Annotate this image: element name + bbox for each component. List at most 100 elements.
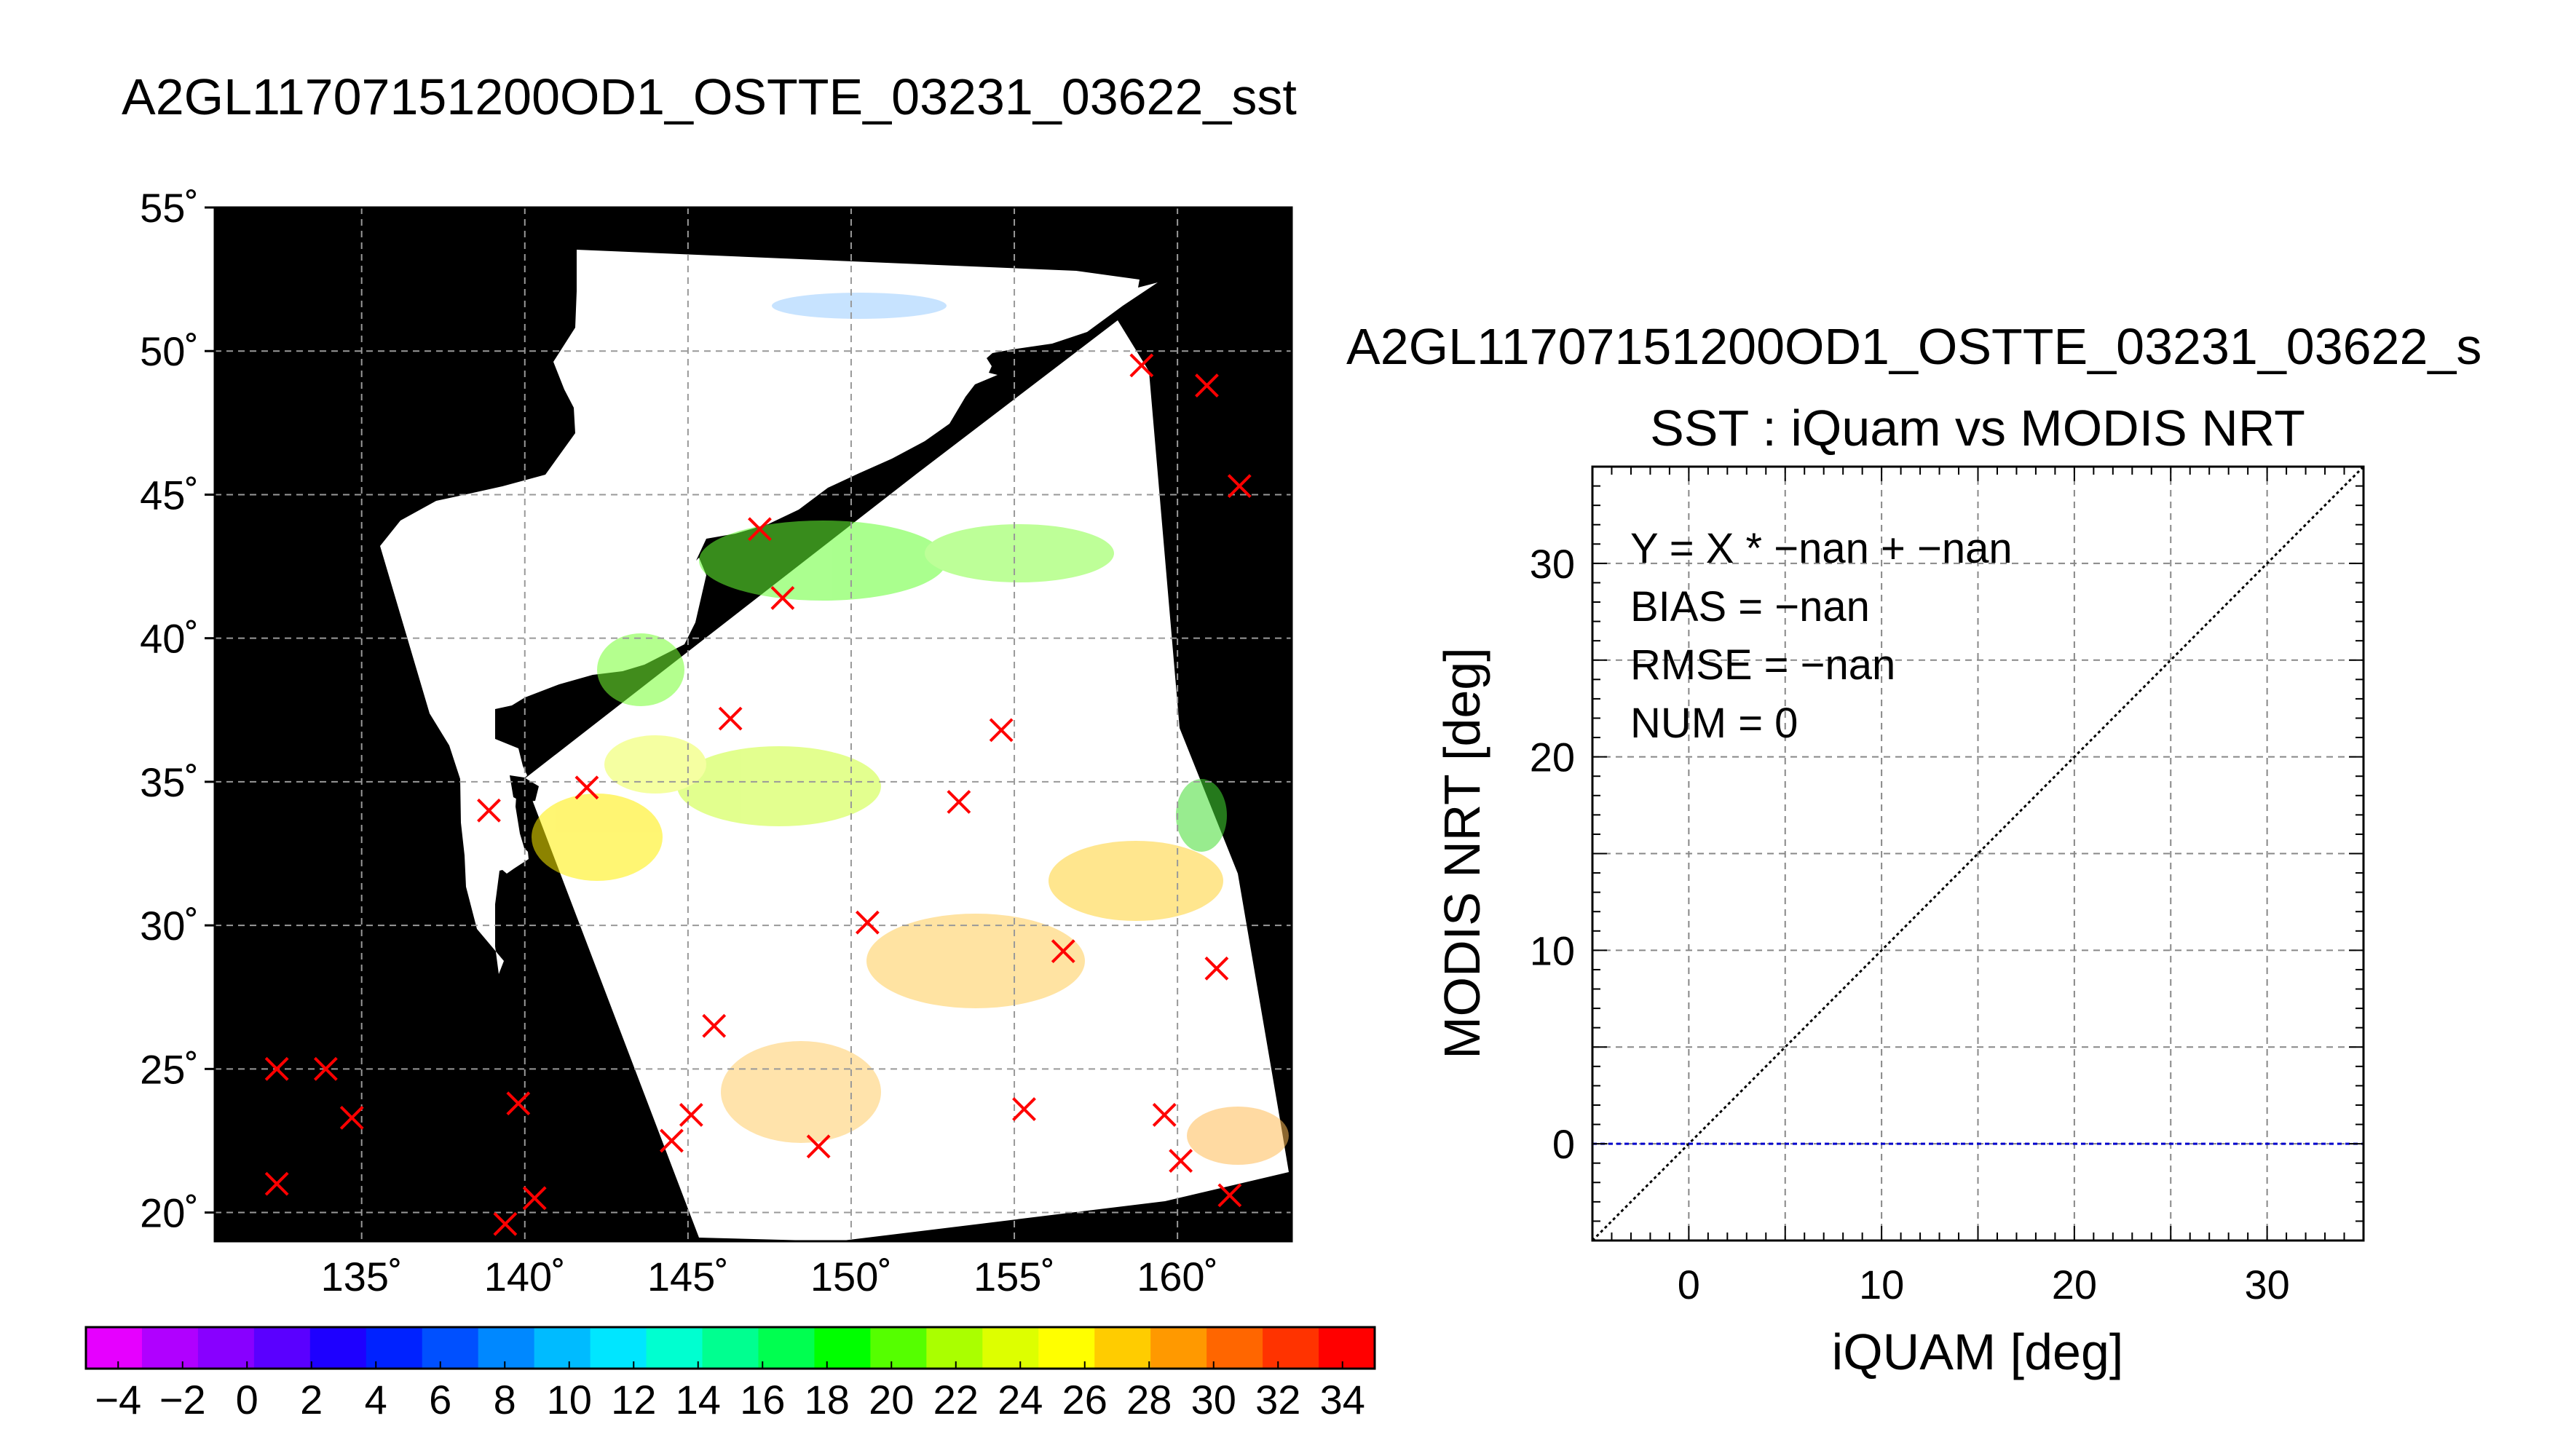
scatter-stat-1: BIAS = −nan (1630, 583, 1870, 630)
map-marker-10 (679, 1103, 703, 1127)
map-marker-21 (1152, 1103, 1177, 1127)
map-lat-label-55: 55˚ (140, 185, 199, 231)
sst-patch-green-northeast (925, 524, 1114, 582)
map-marker-17 (947, 790, 971, 814)
map-markers (264, 353, 1252, 1236)
colorbar-label-14: 24 (998, 1377, 1043, 1423)
colorbar-cell-7 (478, 1327, 535, 1369)
map-lon-label-145: 145˚ (647, 1254, 729, 1299)
map-marker-15 (770, 586, 795, 610)
map-marker-20 (1012, 1097, 1036, 1121)
map-marker-22 (1169, 1149, 1193, 1173)
map-marker-19 (1051, 939, 1075, 964)
scatter-ytick-label-0: 0 (1552, 1121, 1575, 1167)
scatter-xtick-label-30: 30 (2244, 1262, 2289, 1307)
colorbar-label-0: −4 (95, 1377, 141, 1423)
map-marker-25 (1129, 353, 1154, 378)
sst-patch-green-coast (597, 633, 684, 706)
colorbar-cell-15 (926, 1327, 983, 1369)
sst-patch-orange-south (721, 1041, 881, 1143)
map-marker-5 (493, 1211, 518, 1236)
sst-patch-orange-east (1049, 841, 1223, 921)
colorbar-cells (86, 1327, 1375, 1369)
colorbar-label-2: 0 (236, 1377, 258, 1423)
map-marker-27 (1227, 474, 1252, 499)
colorbar-cell-12 (758, 1327, 815, 1369)
scatter-tick-labels: 0 10 20 30 0 10 20 30 (1530, 541, 2290, 1307)
colorbar-cell-16 (982, 1327, 1039, 1369)
colorbar-cell-3 (253, 1327, 311, 1369)
colorbar-tick-labels: −4 −2 0 2 4 6 8 10 12 14 16 18 20 22 24 26 28 30 32 34 (95, 1361, 1365, 1423)
map-lon-label-155: 155˚ (974, 1254, 1055, 1299)
colorbar-label-15: 26 (1062, 1377, 1107, 1423)
colorbar-label-7: 10 (547, 1377, 592, 1423)
colorbar-cell-2 (197, 1327, 255, 1369)
map-lon-label-160: 160˚ (1137, 1254, 1218, 1299)
colorbar-label-11: 18 (805, 1377, 850, 1423)
map-grid (215, 207, 1292, 1241)
colorbar-cell-8 (534, 1327, 591, 1369)
map-marker-14 (718, 706, 743, 731)
scatter-stat-2: RMSE = −nan (1630, 641, 1895, 689)
scatter-xlabel: iQUAM [deg] (1832, 1324, 2124, 1380)
sst-patch-green-north (699, 521, 947, 601)
scatter-panel: A2GL11707151200OD1_OSTTE_03231_03622_s S… (1346, 318, 2481, 1380)
map-lat-label-30: 30˚ (140, 903, 199, 949)
map-title: A2GL11707151200OD1_OSTTE_03231_03622_sst (122, 68, 1297, 125)
colorbar-label-6: 8 (494, 1377, 516, 1423)
map-marker-18 (989, 718, 1014, 743)
map-marker-23 (1217, 1183, 1242, 1208)
scatter-xtick-label-0: 0 (1678, 1262, 1700, 1307)
colorbar-cell-9 (590, 1327, 647, 1369)
scatter-ytick-label-10: 10 (1530, 927, 1575, 973)
sst-retrieval-patches (532, 293, 1289, 1165)
map-lat-label-40: 40˚ (140, 616, 199, 662)
colorbar-cell-13 (814, 1327, 871, 1369)
colorbar-label-5: 6 (429, 1377, 451, 1423)
scatter-subtitle: SST : iQuam vs MODIS NRT (1650, 400, 2305, 456)
colorbar-cell-0 (86, 1327, 143, 1369)
map-marker-16 (748, 517, 772, 542)
sst-patch-yellow-inner (604, 735, 706, 794)
map-marker-0 (264, 1056, 289, 1081)
scatter-ytick-label-30: 30 (1530, 541, 1575, 587)
map-marker-12 (806, 1134, 831, 1159)
colorbar-cell-20 (1207, 1327, 1263, 1369)
map-frame (213, 206, 1293, 1243)
colorbar-label-1: −2 (159, 1377, 206, 1423)
map-lat-label-20: 20˚ (140, 1190, 199, 1236)
scatter-xtick-label-10: 10 (1859, 1262, 1904, 1307)
map-marker-11 (660, 1128, 684, 1153)
map-lat-label-35: 35˚ (140, 759, 199, 805)
map-marker-2 (339, 1105, 364, 1130)
scatter-reference-lines (1592, 467, 2364, 1241)
colorbar-label-13: 22 (933, 1377, 979, 1423)
sst-patch-orange-southeast (1187, 1107, 1289, 1165)
scatter-stat-3: NUM = 0 (1630, 700, 1798, 747)
colorbar-label-19: 34 (1320, 1377, 1365, 1423)
scatter-one-to-one-line (1592, 467, 2364, 1241)
sst-patch-blue-north (772, 293, 947, 319)
colorbar-label-3: 2 (300, 1377, 323, 1423)
map-marker-9 (702, 1013, 727, 1038)
colorbar-cell-1 (141, 1327, 199, 1369)
colorbar-cell-11 (702, 1327, 759, 1369)
colorbar-cell-17 (1038, 1327, 1095, 1369)
colorbar-label-9: 14 (676, 1377, 721, 1423)
colorbar-label-16: 28 (1126, 1377, 1172, 1423)
colorbar-cell-5 (366, 1327, 423, 1369)
scatter-ytick-label-20: 20 (1530, 735, 1575, 780)
colorbar-cell-19 (1150, 1327, 1207, 1369)
sst-patch-orange-central (866, 914, 1085, 1008)
colorbar-label-4: 4 (365, 1377, 387, 1423)
colorbar-cell-4 (309, 1327, 367, 1369)
colorbar: −4 −2 0 2 4 6 8 10 12 14 16 18 20 22 24 26 28 30 32 34 (84, 1326, 1376, 1423)
colorbar-label-17: 30 (1191, 1377, 1236, 1423)
map-marker-8 (574, 775, 599, 800)
scatter-stats: Y = X * −nan + −nan BIAS = −nan RMSE = −na… (1630, 525, 2013, 747)
map-marker-24 (1204, 956, 1229, 981)
map-lon-label-135: 135˚ (321, 1254, 403, 1299)
map-lat-label-50: 50˚ (140, 328, 199, 374)
colorbar-cell-14 (870, 1327, 927, 1369)
scatter-minor-ticks (1592, 466, 2364, 1241)
